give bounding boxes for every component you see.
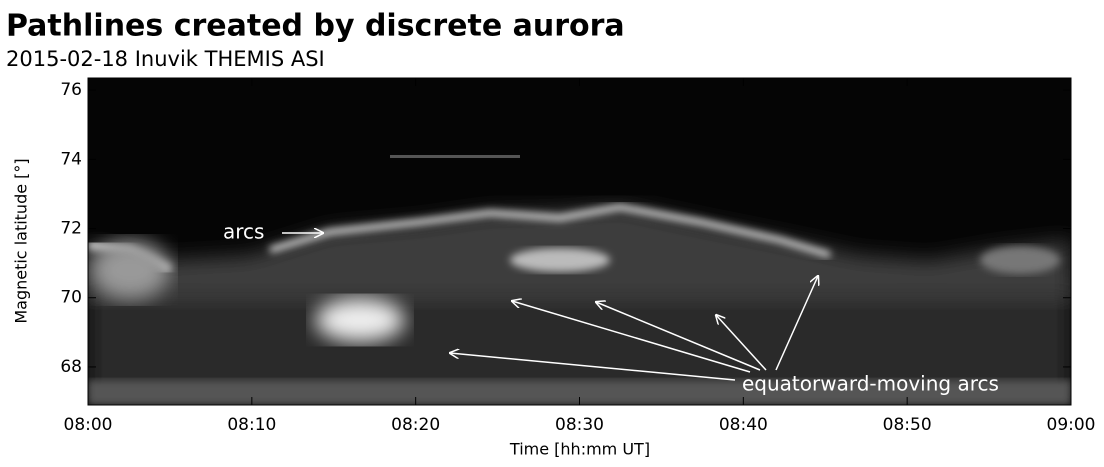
y-tick-label: 68: [60, 357, 82, 377]
y-tick-label: 76: [60, 80, 82, 100]
x-tick-label: 08:50: [883, 415, 932, 435]
y-axis-label: Magnetic latitude [°]: [12, 158, 31, 323]
x-axis-label: Time [hh:mm UT]: [509, 440, 650, 459]
x-tick-label: 08:30: [555, 415, 604, 435]
chart-title: Pathlines created by discrete aurora: [6, 9, 625, 44]
chart-subtitle: 2015-02-18 Inuvik THEMIS ASI: [6, 47, 325, 71]
y-tick-label: 72: [60, 219, 82, 239]
annotation: arcs: [223, 220, 264, 244]
x-tick-label: 08:20: [391, 415, 440, 435]
y-tick-label: 74: [60, 149, 82, 169]
x-tick-label: 08:40: [719, 415, 768, 435]
annotation: equatorward-moving arcs: [742, 372, 999, 396]
x-tick-label: 08:10: [227, 415, 276, 435]
chart: Pathlines created by discrete aurora 201…: [0, 0, 1104, 463]
y-tick-label: 70: [60, 288, 82, 308]
x-tick-label: 08:00: [64, 415, 113, 435]
x-tick-label: 09:00: [1047, 415, 1096, 435]
